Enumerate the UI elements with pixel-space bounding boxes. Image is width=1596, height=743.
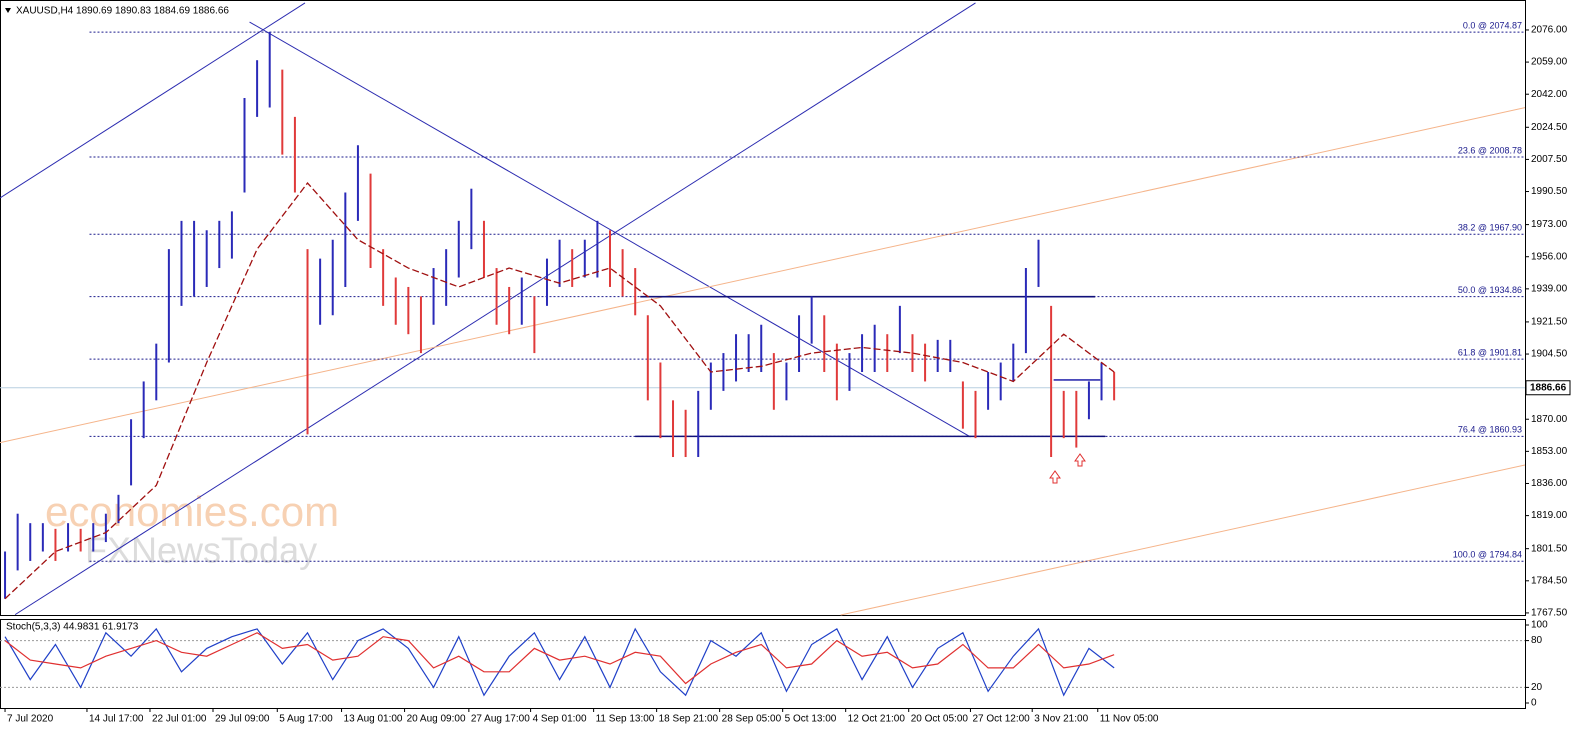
y-tick-label: 1956.00 [1531, 251, 1568, 262]
plot: 2076.00 2059.00 2042.00 2024.50 2007.50 1990.… [0, 2, 1571, 725]
x-tick-label: 11 Sep 13:00 [596, 714, 655, 725]
y-tick-label: 80 [1531, 635, 1543, 646]
y-tick-label: 20 [1531, 682, 1543, 693]
x-tick-label: 4 Sep 01:00 [533, 714, 587, 725]
y-tick-label: 2024.50 [1531, 122, 1568, 133]
fib-label: 100.0 @ 1794.84 [1453, 550, 1522, 560]
fib-label: 38.2 @ 1967.90 [1458, 223, 1522, 233]
trendline [0, 2, 306, 199]
y-tick-label: 100 [1531, 620, 1548, 631]
x-tick-label: 18 Sep 21:00 [659, 714, 719, 725]
y-tick-label: 1819.00 [1531, 510, 1568, 521]
x-tick-label: 5 Oct 13:00 [785, 714, 837, 725]
x-tick-label: 29 Jul 09:00 [215, 714, 270, 725]
header: XAUUSD,H4 1890.69 1890.83 1884.69 1886.6… [16, 6, 229, 17]
x-tick-label: 28 Sep 05:00 [722, 714, 782, 725]
arrow-marker [1049, 470, 1061, 484]
stoch-label: Stoch(5,3,3) 44.9831 61.9173 [6, 622, 139, 633]
current-price-box [1525, 380, 1571, 396]
fib-label: 23.6 @ 2008.78 [1458, 145, 1522, 155]
x-tick-label: 27 Oct 12:00 [972, 714, 1030, 725]
x-tick-label: 3 Nov 21:00 [1034, 714, 1088, 725]
x-tick-label: 20 Aug 09:00 [407, 714, 466, 725]
fib-label: 76.4 @ 1860.93 [1458, 425, 1522, 435]
y-tick-label: 2076.00 [1531, 25, 1568, 36]
fib-label: 50.0 @ 1934.86 [1458, 285, 1522, 295]
watermark-text: FXNewsToday [85, 530, 317, 571]
y-tick-label: 1870.00 [1531, 414, 1568, 425]
x-tick-label: 5 Aug 17:00 [279, 714, 333, 725]
x-tick-label: 7 Jul 2020 [7, 714, 54, 725]
stoch-line [4, 632, 1115, 685]
trendline [840, 464, 1526, 616]
arrow-marker [1074, 453, 1086, 467]
stoch-line [4, 627, 1115, 697]
y-tick-label: 1836.00 [1531, 478, 1568, 489]
y-tick-label: 2059.00 [1531, 57, 1568, 68]
fib-label: 61.8 @ 1901.81 [1458, 347, 1522, 357]
y-tick-label: 1853.00 [1531, 446, 1568, 457]
y-tick-label: 2042.00 [1531, 89, 1568, 100]
y-tick-label: 1801.50 [1531, 543, 1568, 554]
x-tick-label: 11 Nov 05:00 [1100, 714, 1159, 725]
fib-label: 0.0 @ 2074.87 [1463, 20, 1522, 30]
y-tick-label: 0 [1531, 698, 1537, 709]
watermark-text: economies.com [45, 488, 339, 535]
y-tick-label: 1904.50 [1531, 349, 1568, 360]
x-tick-label: 14 Jul 17:00 [89, 714, 144, 725]
y-tick-label: 1939.00 [1531, 283, 1568, 294]
y-tick-label: 1973.00 [1531, 219, 1568, 230]
y-tick-label: 1990.50 [1531, 186, 1568, 197]
current-price-label: 1886.66 [1530, 382, 1567, 393]
x-tick-label: 20 Oct 05:00 [911, 714, 969, 725]
trendline [0, 107, 1526, 444]
trendline [14, 2, 976, 616]
y-tick-label: 1767.50 [1531, 608, 1568, 619]
y-tick-label: 1921.50 [1531, 317, 1568, 328]
x-tick-label: 12 Oct 21:00 [848, 714, 906, 725]
stoch-frame [0, 619, 1526, 709]
price-frame [0, 0, 1526, 616]
x-tick-label: 22 Jul 01:00 [152, 714, 207, 725]
x-tick-label: 13 Aug 01:00 [344, 714, 403, 725]
y-tick-label: 2007.50 [1531, 154, 1568, 165]
menu-icon [5, 8, 11, 13]
moving-average [4, 182, 1115, 600]
y-tick-label: 1784.50 [1531, 575, 1568, 586]
x-tick-label: 27 Aug 17:00 [471, 714, 530, 725]
